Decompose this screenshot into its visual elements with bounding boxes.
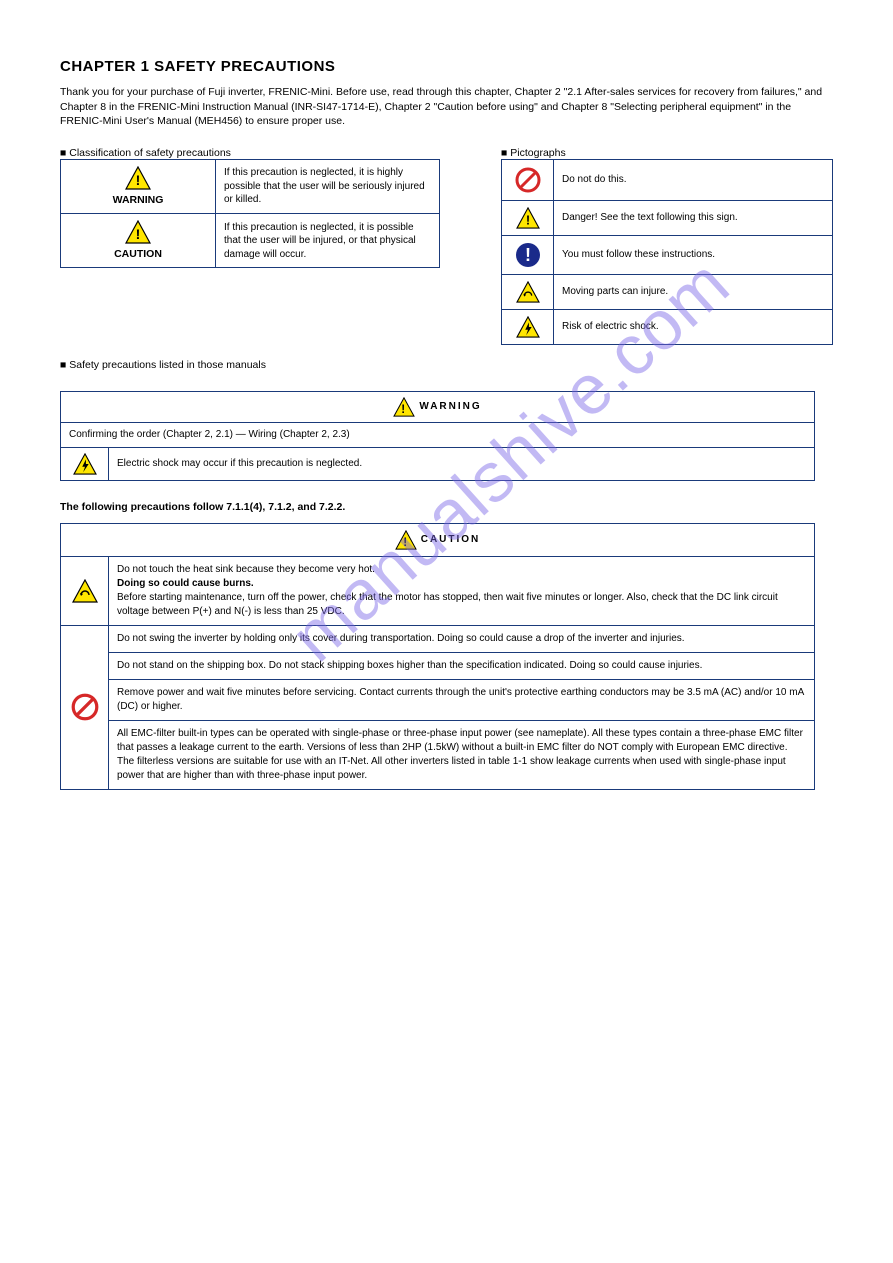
svg-text:!: ! xyxy=(525,212,529,227)
description-cell: If this precaution is neglected, it is h… xyxy=(216,160,440,214)
pictograph-label: Risk of electric shock. xyxy=(554,310,833,345)
pictographs-label: ■ Pictographs xyxy=(501,147,833,159)
table-row: Remove power and wait five minutes befor… xyxy=(61,679,815,720)
warning-triangle-icon: ! xyxy=(393,397,415,417)
table-row: ! CAUTION If this precaution is neglecte… xyxy=(61,214,440,268)
electric-shock-icon xyxy=(73,458,97,469)
warning-table: ! WARNING Confirming the order (Chapter … xyxy=(60,391,815,481)
table-row: ! You must follow these instructions. xyxy=(502,236,833,275)
warning-triangle-icon: ! xyxy=(125,166,151,190)
caution-header-text: CAUTION xyxy=(421,533,481,547)
table-row: Confirming the order (Chapter 2, 2.1) — … xyxy=(61,423,815,448)
caution-table: ! CAUTION Do not touch the heat sink bec… xyxy=(60,523,815,790)
rotating-parts-icon xyxy=(72,585,98,596)
caution-section-title: The following precautions follow 7.1.1(4… xyxy=(60,501,833,513)
pictograph-label: Danger! See the text following this sign… xyxy=(554,201,833,236)
warning-header-text: WARNING xyxy=(419,400,481,414)
caution-header-row: ! CAUTION xyxy=(61,523,815,556)
caution-bold: Doing so could cause burns. xyxy=(117,578,254,589)
pictographs-table: Do not do this. ! Danger! See the text f… xyxy=(501,159,833,345)
warning-triangle-icon: ! xyxy=(125,220,151,244)
warning-triangle-icon: ! xyxy=(516,213,540,224)
intro-paragraph: Thank you for your purchase of Fuji inve… xyxy=(60,85,833,129)
icon-label: WARNING xyxy=(113,193,164,207)
svg-text:!: ! xyxy=(136,226,141,242)
table-row: Do not touch the heat sink because they … xyxy=(61,556,815,625)
pictograph-label: You must follow these instructions. xyxy=(554,236,833,275)
svg-text:!: ! xyxy=(136,172,141,188)
precautions-label: ■ Safety precautions listed in those man… xyxy=(60,359,833,371)
svg-text:!: ! xyxy=(403,535,409,548)
table-row: Risk of electric shock. xyxy=(502,310,833,345)
table-row: ! WARNING If this precaution is neglecte… xyxy=(61,160,440,214)
svg-text:!: ! xyxy=(525,245,531,265)
caution-item: All EMC-filter built-in types can be ope… xyxy=(109,720,815,789)
table-row: All EMC-filter built-in types can be ope… xyxy=(61,720,815,789)
caution-item: Do not swing the inverter by holding onl… xyxy=(109,625,815,652)
classification-label: ■ Classification of safety precautions xyxy=(60,147,456,159)
description-cell: If this precaution is neglected, it is p… xyxy=(216,214,440,268)
caution-text: Do not touch the heat sink because they … xyxy=(117,564,375,575)
classification-table: ! WARNING If this precaution is neglecte… xyxy=(60,159,440,268)
table-row: Electric shock may occur if this precaut… xyxy=(61,447,815,480)
caution-item: Remove power and wait five minutes befor… xyxy=(109,679,815,720)
warning-header-row: ! WARNING xyxy=(61,392,815,423)
table-row: Moving parts can injure. xyxy=(502,275,833,310)
prohibit-icon xyxy=(70,702,100,713)
icon-label: CAUTION xyxy=(114,247,162,261)
warning-triangle-icon: ! xyxy=(395,530,417,550)
caution-block-a: Do not touch the heat sink because they … xyxy=(109,556,815,625)
caution-text: Before starting maintenance, turn off th… xyxy=(117,592,778,617)
table-row: Do not swing the inverter by holding onl… xyxy=(61,625,815,652)
table-row: Do not do this. xyxy=(502,160,833,201)
pictograph-label: Do not do this. xyxy=(554,160,833,201)
warning-text-cell: Electric shock may occur if this precaut… xyxy=(109,447,815,480)
pictograph-label: Moving parts can injure. xyxy=(554,275,833,310)
electric-shock-icon xyxy=(516,322,540,333)
page-title: CHAPTER 1 SAFETY PRECAUTIONS xyxy=(60,58,833,75)
mandatory-icon: ! xyxy=(515,250,541,261)
rotating-parts-icon xyxy=(516,287,540,298)
warning-scope-cell: Confirming the order (Chapter 2, 2.1) — … xyxy=(61,423,815,448)
table-row: ! Danger! See the text following this si… xyxy=(502,201,833,236)
caution-item: Do not stand on the shipping box. Do not… xyxy=(109,652,815,679)
table-row: Do not stand on the shipping box. Do not… xyxy=(61,652,815,679)
svg-text:!: ! xyxy=(402,403,408,416)
prohibit-icon xyxy=(514,175,542,186)
